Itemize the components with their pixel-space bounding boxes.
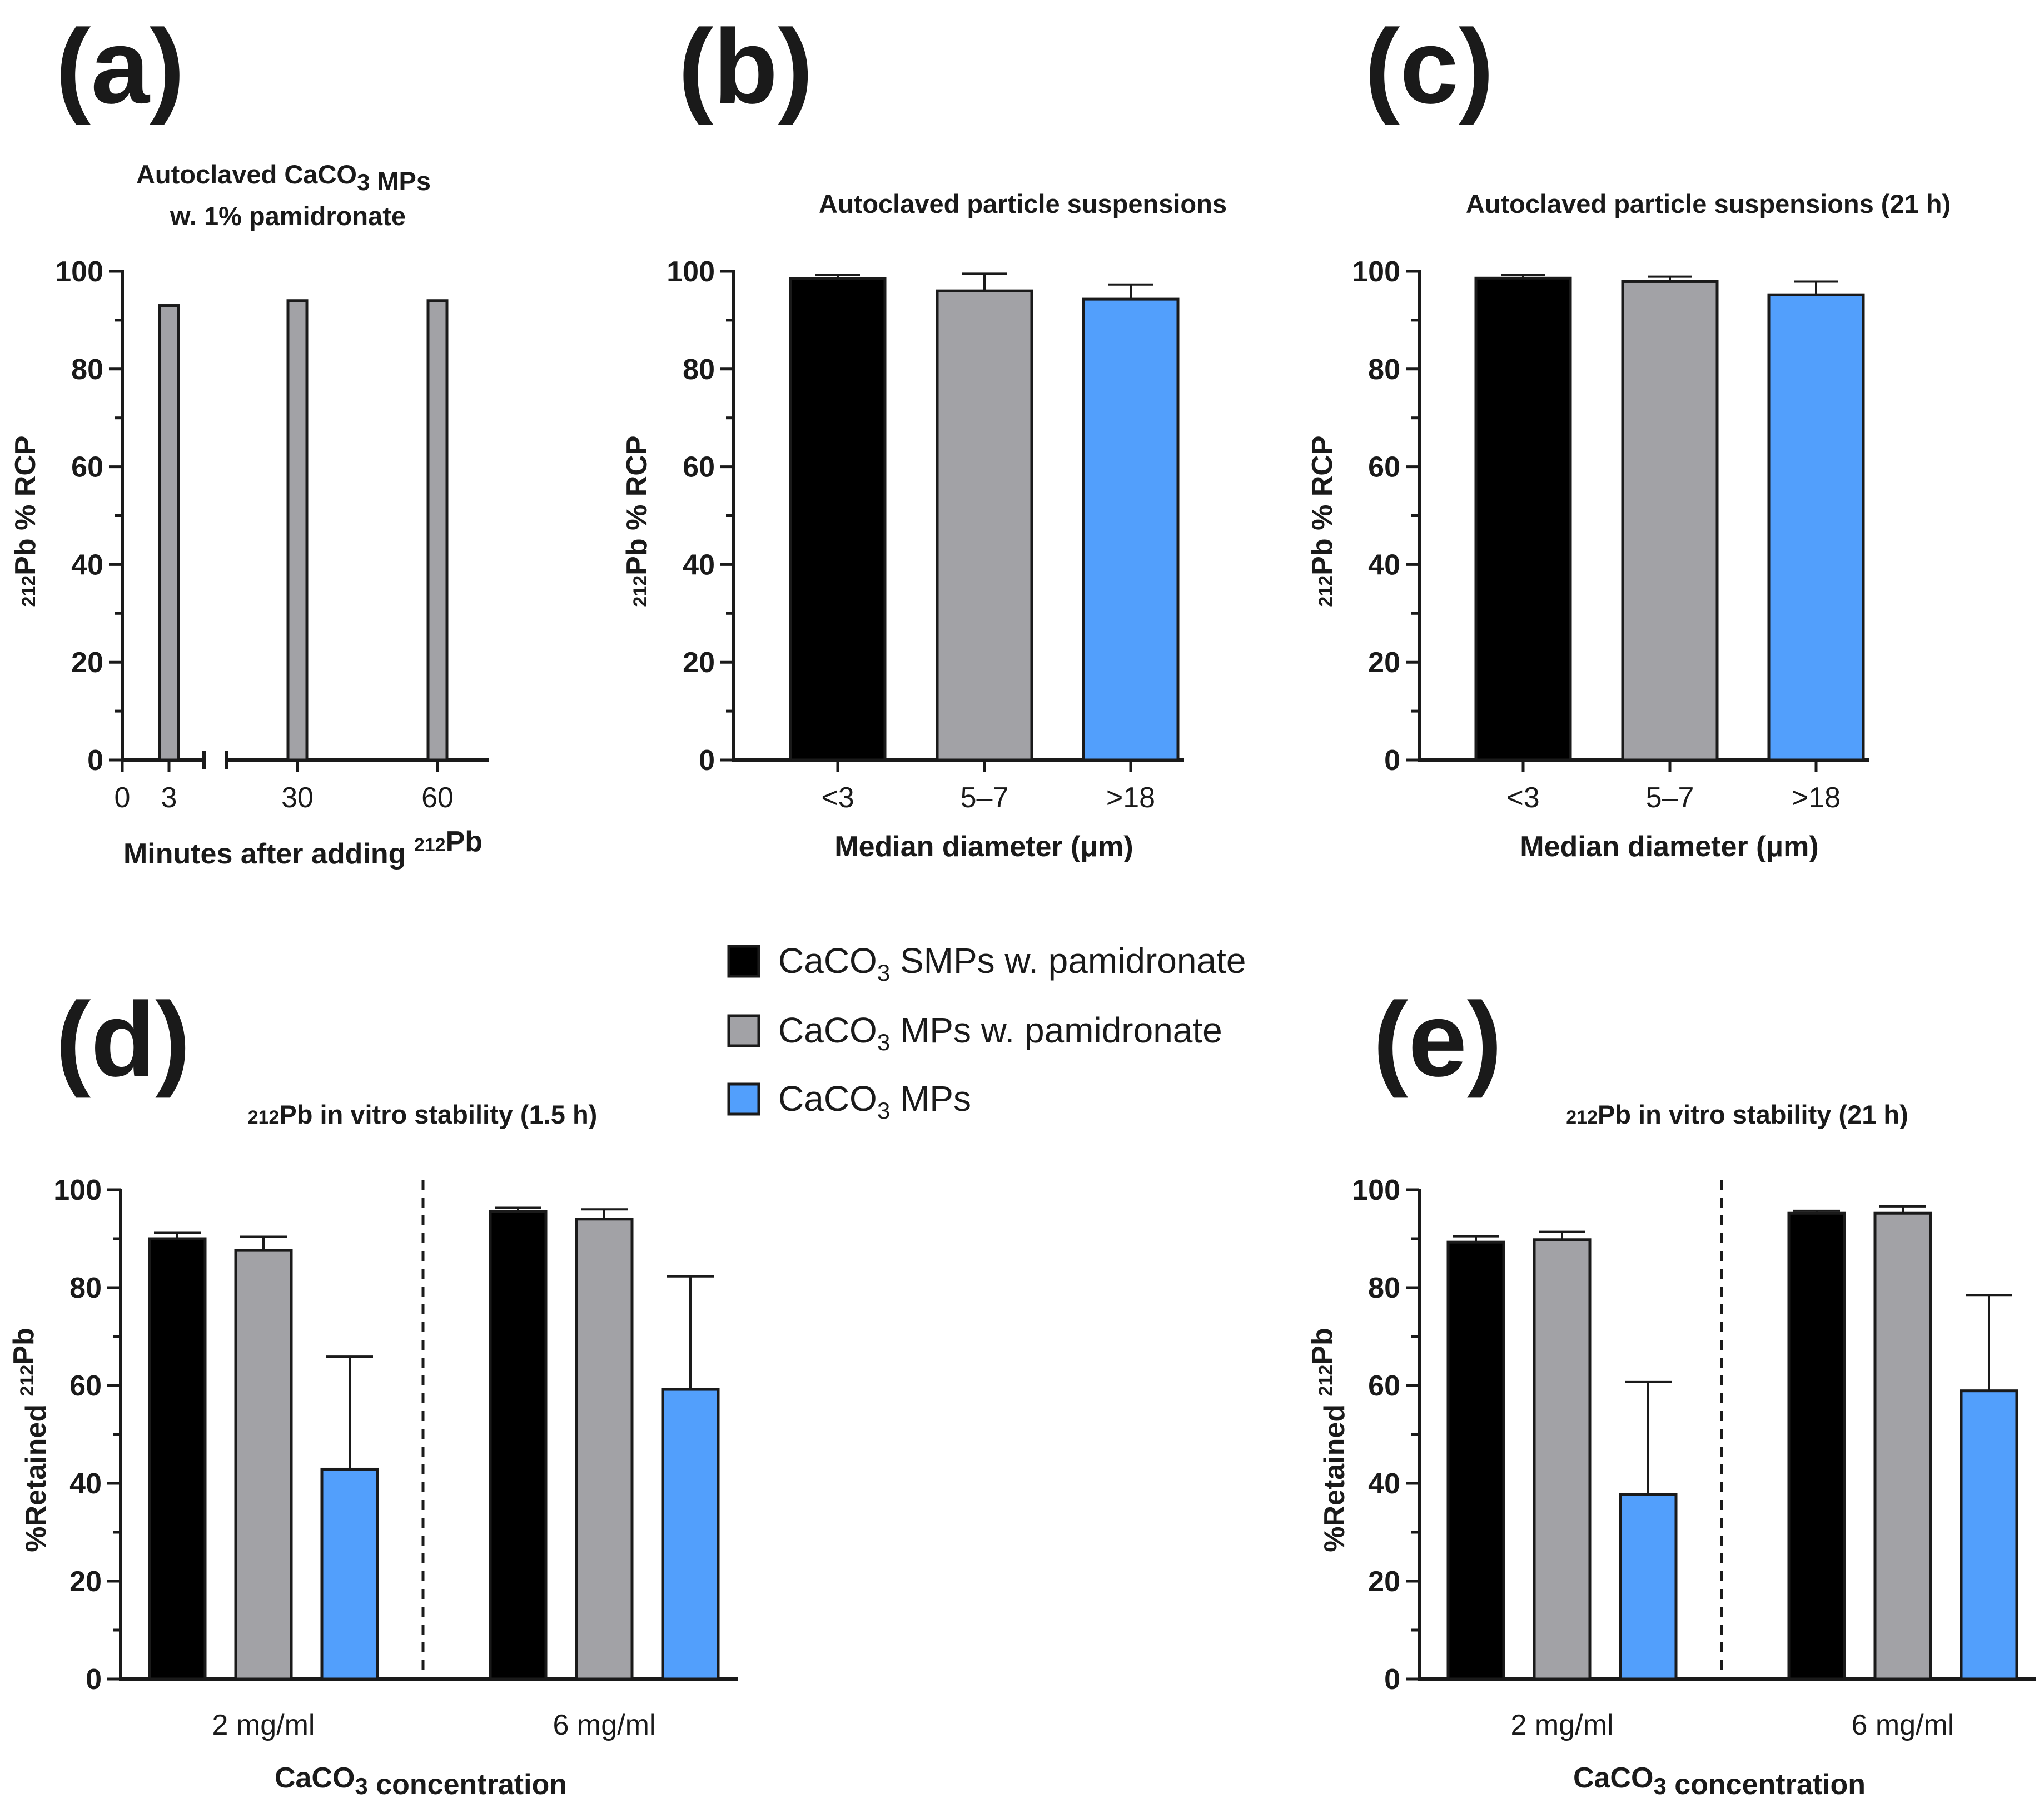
x-tick-label: 2 mg/ml [1511,1709,1614,1741]
y-tick-label: 80 [1368,1272,1400,1304]
y-axis-label: %Retained 212Pb [1306,1328,1351,1552]
panel-e: (e) 212Pb in vitro stability (21 h) 0 20 40 6… [1306,981,2036,1801]
y-tick-label: 100 [1352,1174,1400,1206]
bar [286,299,309,762]
x-axis-label: Median diameter (μm) [1520,831,1818,863]
x-tick-label: 3 [161,782,177,814]
y-tick-label: 20 [71,647,103,679]
x-tick-label: 6 mg/ml [1852,1709,1955,1741]
x-axis-label: Median diameter (μm) [834,831,1133,863]
y-tick-label: 40 [1368,549,1400,581]
legend-swatch [727,945,760,978]
y-tick-label: 80 [69,1272,102,1304]
bar [1082,297,1180,762]
bar [1960,1389,2018,1681]
x-axis-label: CaCO3 concentration [275,1762,567,1801]
y-tick-label: 100 [1352,256,1400,288]
y-axis-label: 212Pb % RCP [621,435,653,607]
y-tick-label: 0 [1384,744,1400,777]
bar [148,1237,207,1681]
y-tick-label: 0 [699,744,715,777]
y-axis-label: 212Pb % RCP [1306,435,1339,607]
x-tick-label: 30 [281,782,314,814]
chart-title: Autoclaved particle suspensions (21 h) [1466,189,1951,218]
bar [234,1249,293,1681]
bar [1873,1211,1932,1681]
y-tick-label: 40 [1368,1468,1400,1500]
x-tick-label: 5–7 [1646,782,1694,814]
bar [936,289,1033,762]
bar [489,1210,548,1681]
bar [1533,1238,1592,1681]
y-tick-label: 60 [71,451,103,484]
panel-c: (c) Autoclaved particle suspensions (21 h… [1306,8,1951,863]
y-axis-label: 212Pb % RCP [9,435,42,607]
x-axis-label: Minutes after adding 212Pb [123,826,483,870]
bar [1619,1493,1678,1681]
bar [661,1388,720,1681]
x-tick-label: >18 [1792,782,1841,814]
legend-label: CaCO3 MPs w. pamidronate [778,1010,1222,1055]
x-tick-label: 60 [421,782,454,814]
bar [1446,1240,1505,1681]
y-axis-label: %Retained 212Pb [8,1328,52,1552]
x-tick-label: >18 [1106,782,1155,814]
panel-label: (b) [678,8,813,126]
x-tick-label: 0 [115,782,131,814]
bar [1767,293,1865,762]
bar [1474,276,1572,762]
bar [426,299,449,762]
y-tick-label: 80 [1368,354,1400,386]
y-tick-label: 60 [1368,1370,1400,1402]
legend-swatch [727,1014,760,1047]
y-tick-label: 0 [1384,1663,1400,1696]
y-tick-label: 40 [71,549,103,581]
bar [1621,280,1719,762]
bar [575,1218,634,1681]
y-tick-label: 40 [69,1468,102,1500]
bar [158,304,180,762]
legend-label: CaCO3 SMPs w. pamidronate [778,941,1246,986]
bar [789,277,887,762]
y-tick-label: 100 [53,1174,102,1206]
panel-label: (d) [56,981,191,1099]
y-tick-label: 80 [683,354,715,386]
legend-label: CaCO3 MPs [778,1079,971,1124]
y-tick-label: 60 [683,451,715,484]
y-tick-label: 100 [55,256,103,288]
x-tick-label: <3 [1506,782,1539,814]
y-tick-label: 20 [69,1566,102,1598]
x-tick-label: 5–7 [961,782,1009,814]
chart-subtitle: w. 1% pamidronate [170,201,406,231]
bar [1787,1211,1846,1681]
legend-swatch [727,1082,760,1116]
chart-title: 212Pb in vitro stability (1.5 h) [248,1100,598,1129]
x-tick-label: 6 mg/ml [553,1709,656,1741]
panel-a: (a) Autoclaved CaCO3 MPs w. 1% pamidronate… [9,8,489,870]
legend: CaCO3 SMPs w. pamidronate CaCO3 MPs w. pa… [727,941,1246,1124]
y-tick-label: 20 [1368,1566,1400,1598]
y-tick-label: 20 [683,647,715,679]
panel-d: (d) 212Pb in vitro stability (1.5 h) 0 20 40… [8,981,738,1801]
panel-b: (b) Autoclaved particle suspensions 0 20 40 6… [621,8,1227,863]
bar [320,1467,379,1681]
chart-title: 212Pb in vitro stability (21 h) [1566,1100,1908,1129]
y-tick-label: 60 [1368,451,1400,484]
chart-title: Autoclaved particle suspensions [819,189,1227,218]
y-tick-label: 80 [71,354,103,386]
panel-label: (e) [1373,981,1502,1099]
panel-label: (a) [56,8,185,126]
panel-label: (c) [1365,8,1494,126]
y-tick-label: 0 [86,1663,102,1696]
y-tick-label: 60 [69,1370,102,1402]
y-tick-label: 100 [667,256,715,288]
y-tick-label: 0 [87,744,103,777]
x-tick-label: <3 [821,782,854,814]
y-tick-label: 20 [1368,647,1400,679]
x-tick-label: 2 mg/ml [212,1709,315,1741]
y-tick-label: 40 [683,549,715,581]
x-axis-label: CaCO3 concentration [1573,1762,1866,1801]
chart-title: Autoclaved CaCO3 MPs [136,160,431,196]
